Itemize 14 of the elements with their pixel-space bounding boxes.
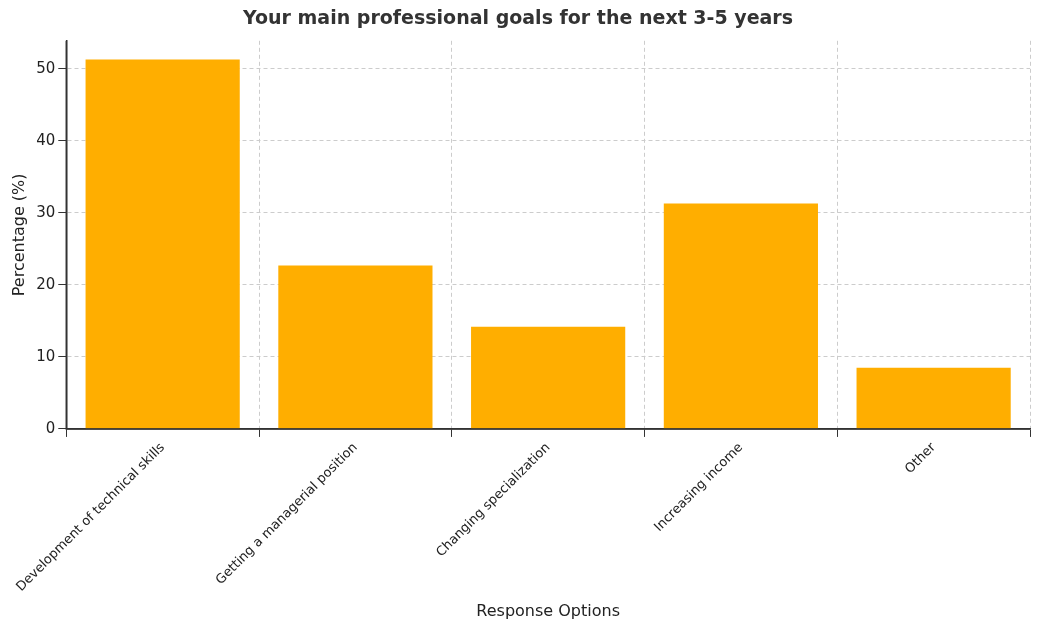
y-tick-label: 40 <box>36 130 56 149</box>
y-tick-label: 20 <box>36 274 56 293</box>
bar <box>471 326 626 429</box>
bar <box>663 203 818 429</box>
chart-title: Your main professional goals for the next 3-5 years <box>241 6 794 29</box>
y-tick-label: 0 <box>45 418 56 437</box>
x-axis-title: Response Options <box>476 600 620 620</box>
y-tick-label: 50 <box>36 58 56 77</box>
y-tick-label: 10 <box>36 346 56 365</box>
bar <box>856 367 1011 429</box>
bar <box>85 59 240 429</box>
y-axis-title: Percentage (%) <box>8 173 28 297</box>
bar <box>278 265 433 429</box>
y-tick-label: 30 <box>36 202 56 221</box>
